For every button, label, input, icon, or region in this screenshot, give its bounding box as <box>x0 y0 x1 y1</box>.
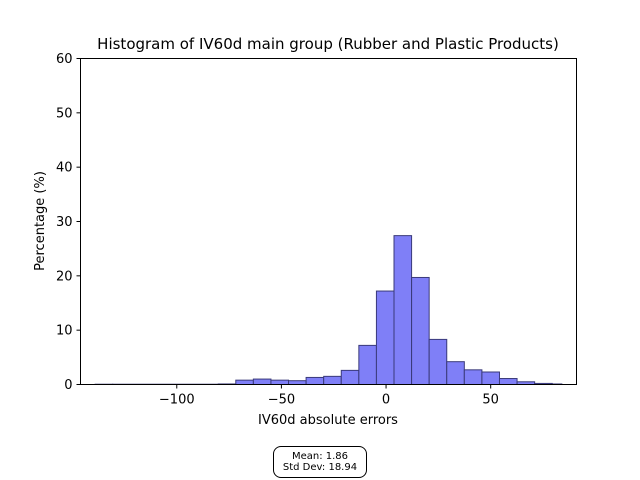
y-tick-label: 50 <box>56 106 73 121</box>
histogram-bar-13 <box>411 276 430 386</box>
histogram-bar-4 <box>252 378 272 386</box>
bars-group <box>94 235 563 386</box>
histogram-bar-15 <box>446 361 465 385</box>
y-tick-label: 60 <box>56 52 73 67</box>
histogram-bar-18 <box>498 378 518 386</box>
x-tick-label: −50 <box>268 393 295 408</box>
mean-text: Mean: 1.86 <box>291 451 349 462</box>
std-dev-text: Std Dev: 18.94 <box>282 462 358 473</box>
histogram-bar-16 <box>463 369 483 385</box>
histogram-bar-5 <box>270 379 290 385</box>
histogram-bar-6 <box>288 380 307 385</box>
histogram-bar-17 <box>481 371 500 385</box>
chart-title: Histogram of IV60d main group (Rubber an… <box>97 35 559 53</box>
y-tick-label: 10 <box>56 324 73 339</box>
histogram-bar-12 <box>393 235 413 385</box>
histogram-bar-7 <box>305 376 325 386</box>
histogram-bar-10 <box>358 344 377 386</box>
y-tick-label: 30 <box>56 215 73 230</box>
histogram-bar-14 <box>428 338 448 385</box>
plot-frame <box>80 58 577 385</box>
stats-annotation-box: Mean: 1.86 Std Dev: 18.94 <box>273 446 367 478</box>
histogram-bar-8 <box>323 375 342 386</box>
x-tick-label: 50 <box>482 393 499 408</box>
y-axis-label: Percentage (%) <box>33 171 48 271</box>
histogram-bar-11 <box>375 290 395 385</box>
y-tick-label: 40 <box>56 161 73 176</box>
x-tick-label: −100 <box>159 393 195 408</box>
x-axis-ticks: −100 −50 0 50 <box>159 384 499 408</box>
y-tick-label: 20 <box>56 269 73 284</box>
x-axis-label: IV60d absolute errors <box>258 413 398 428</box>
y-tick-label: 0 <box>64 378 72 393</box>
histogram-bar-3 <box>235 379 254 385</box>
x-tick-label: 0 <box>382 393 390 408</box>
y-axis-ticks: 0 10 20 30 40 50 60 <box>56 52 81 393</box>
histogram-bar-9 <box>340 369 360 385</box>
